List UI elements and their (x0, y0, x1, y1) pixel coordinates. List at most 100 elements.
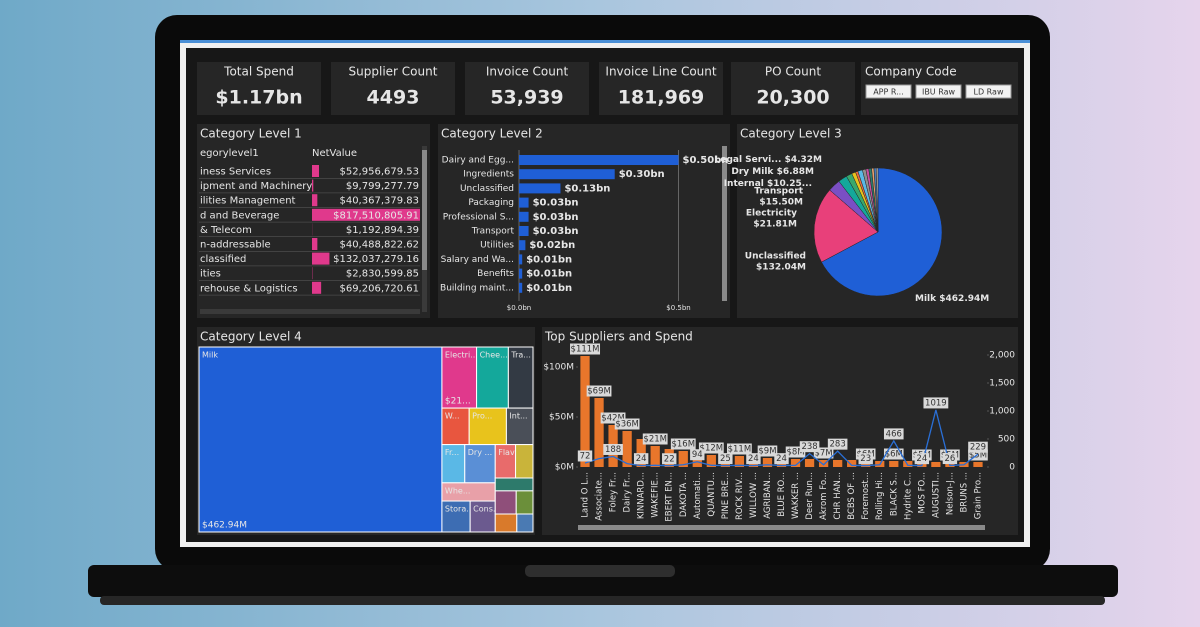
bar (678, 451, 688, 467)
row-divider (199, 280, 420, 281)
chart-panel (542, 327, 1018, 535)
x-tick-label: $0.5bn (666, 304, 690, 312)
tile-label: Stora... (445, 505, 474, 514)
data-label: 188 (605, 445, 621, 455)
kpi-card (465, 62, 589, 115)
x-tick-label: BRUNS ... (959, 472, 969, 513)
bar (847, 460, 857, 467)
y2-tick-label: 1,500 (989, 379, 1015, 389)
label-box (799, 441, 820, 453)
chart-title: Category Level 3 (740, 127, 842, 141)
label-box (746, 453, 761, 465)
bar (903, 461, 913, 467)
kpi-value: 53,939 (490, 87, 563, 109)
data-label: $11M (728, 445, 752, 455)
data-label: $21M (643, 435, 667, 445)
slicer-option[interactable] (965, 84, 1012, 99)
kpi-card (331, 62, 455, 115)
x-tick-label: ROCK RIV... (735, 472, 745, 520)
slice-name: Unclassified (745, 252, 806, 262)
label-box (774, 453, 789, 465)
data-label: 24 (636, 454, 647, 464)
label-box (942, 453, 958, 465)
tile-label: Electri... (445, 351, 478, 360)
scrollbar[interactable] (200, 309, 420, 314)
row-label: iness Services (200, 167, 271, 178)
label-box (968, 441, 988, 453)
slicer-option-label[interactable]: APP R... (873, 88, 904, 97)
row-divider (199, 178, 420, 179)
data-label: $0.03bn (533, 212, 579, 223)
slicer-option-label[interactable]: LD Raw (974, 88, 1004, 97)
x-tick-label: PINE BRE... (721, 472, 731, 519)
data-bar (312, 194, 318, 207)
x-tick-label: Automati... (693, 472, 703, 519)
bar (519, 268, 523, 279)
row-divider (199, 294, 420, 296)
row-value: $40,367,379.83 (339, 196, 419, 207)
line (584, 409, 979, 467)
chart-title: Top Suppliers and Spend (544, 330, 693, 344)
data-label: $0.03bn (533, 226, 579, 237)
data-label: 22 (664, 454, 675, 464)
treemap-tile (494, 477, 534, 492)
slicer-option[interactable] (865, 84, 912, 99)
x-tick-label: WILLOW ... (749, 472, 759, 518)
tile-label: Tra... (510, 351, 531, 360)
bar (636, 439, 646, 467)
tile-label: Int... (509, 412, 527, 421)
tile-label: Cons... (473, 505, 500, 514)
data-label: $8M (786, 448, 804, 458)
label-box (662, 453, 677, 465)
tile-label: Flavors (498, 448, 527, 457)
data-label: 94 (692, 450, 703, 460)
bar (692, 454, 702, 467)
data-label: $12M (700, 444, 724, 454)
slice-value: $15.50M (759, 198, 803, 208)
treemap-tile (516, 513, 534, 533)
row-divider (199, 221, 420, 223)
screen-top-bar (180, 40, 1030, 43)
data-bar (312, 252, 330, 265)
y2-tick-label: 0 (1009, 463, 1015, 473)
label-box (600, 412, 626, 424)
category-label: Packaging (468, 198, 514, 208)
label-box (883, 428, 904, 440)
data-label: 25 (720, 454, 731, 464)
pie-slice (875, 167, 879, 233)
label-box (785, 446, 806, 458)
scroll-thumb[interactable] (722, 146, 727, 301)
data-label: $0.01bn (526, 254, 572, 265)
row-label: ilities Management (200, 196, 296, 207)
slice-name: Dry Milk (731, 167, 774, 177)
slicer-option[interactable] (915, 84, 962, 99)
bar (519, 211, 529, 222)
y-tick-label: $0M (555, 463, 574, 473)
category-label: Building maint... (440, 283, 514, 293)
bar (519, 155, 679, 165)
kpi-label: Total Spend (223, 65, 294, 79)
category-label: Utilities (480, 241, 514, 251)
bar (931, 462, 941, 467)
column-header: egorylevel1 (200, 148, 259, 159)
x-tick-label: Hydrite C... (903, 472, 913, 520)
kpi-label: Supplier Count (349, 65, 438, 79)
slice-label: Dry Milk $6.88M (731, 167, 814, 177)
y-tick-label: $100M (543, 363, 574, 373)
row-label: n-addressable (200, 240, 271, 251)
tile-label: W... (445, 412, 460, 421)
data-label: 72 (580, 451, 591, 461)
label-box (718, 453, 733, 465)
row-divider (199, 192, 420, 194)
label-box (914, 453, 930, 465)
data-label: $5M (969, 451, 987, 461)
slicer-option-label[interactable]: IBU Raw (922, 88, 956, 97)
data-label: 238 (801, 442, 817, 452)
label-box (577, 450, 593, 462)
x-tick-label: AUGUSTI... (931, 472, 941, 518)
row-divider (199, 251, 420, 252)
label-box (883, 448, 904, 460)
scroll-thumb[interactable] (422, 150, 427, 270)
slice-label: Internal $10.25... (724, 179, 812, 189)
scroll-thumb[interactable] (578, 525, 985, 530)
